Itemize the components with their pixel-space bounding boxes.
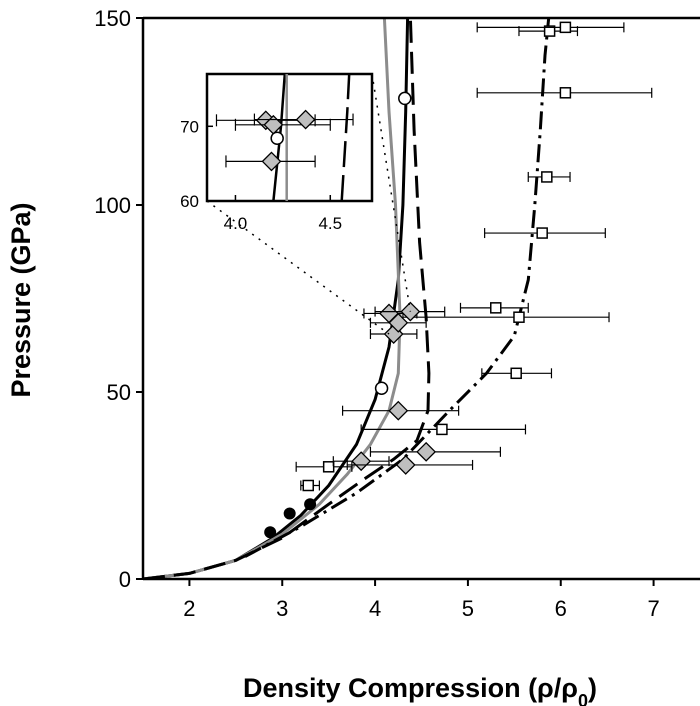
diamond-marker — [388, 400, 409, 421]
diamond-marker — [351, 451, 372, 472]
x-tick-label: 4 — [369, 596, 381, 621]
x-tick-label: 6 — [555, 596, 567, 621]
inset-x-tick-label: 4.0 — [224, 214, 248, 233]
open-circle-marker — [398, 91, 412, 106]
open-square-marker — [436, 423, 448, 436]
open-square-marker — [543, 25, 556, 37]
curve-dash-dot-black — [244, 18, 551, 558]
inset-curves — [272, 74, 351, 201]
x-tick-label: 3 — [276, 596, 288, 621]
inset-plot: 4.0 4.5 60 70 — [180, 72, 374, 233]
filled-circle-marker — [304, 498, 317, 511]
open-square-marker — [513, 311, 525, 323]
y-tick-label: 150 — [94, 6, 131, 31]
inset-y-tick-label: 60 — [180, 192, 199, 211]
diamond-marker — [261, 151, 282, 172]
x-tick-label: 7 — [647, 596, 659, 621]
inset-y-tick-label: 70 — [180, 117, 199, 136]
diamond-marker — [395, 455, 416, 475]
open-square-marker — [302, 479, 314, 492]
diamond-marker — [416, 441, 437, 462]
connector-line — [371, 73, 412, 312]
open-square-marker — [490, 302, 502, 314]
curve-long-dash-black — [143, 18, 431, 579]
y-tick-label: 0 — [119, 567, 131, 592]
connector-line — [206, 200, 390, 335]
diamond-marker — [295, 109, 316, 130]
x-axis-title-subscript: 0 — [578, 691, 588, 706]
x-axis-title: Density Compression (ρ/ρ0) — [243, 673, 597, 706]
open-square-marker — [510, 367, 522, 380]
y-tick-label: 50 — [107, 380, 131, 405]
x-axis-title-close: ) — [588, 673, 597, 703]
y-axis-title: Pressure (GPa) — [6, 202, 36, 397]
filled-circle-marker — [283, 507, 296, 520]
inset-frame — [205, 72, 374, 203]
x-tick-label: 5 — [462, 596, 474, 621]
open-square-marker — [536, 227, 548, 239]
open-square-marker — [559, 21, 572, 34]
inset-connector-lines — [206, 73, 412, 335]
open-square-marker — [322, 461, 335, 473]
data-markers — [264, 21, 653, 539]
inset-curve-solid-black — [272, 74, 287, 201]
open-square-marker — [559, 87, 572, 99]
y-tick-label: 100 — [94, 193, 131, 218]
x-tick-label: 2 — [183, 596, 195, 621]
inset-open-circle-marker — [270, 131, 284, 145]
inset-x-tick-label: 4.5 — [318, 214, 342, 233]
x-axis-title-main: Density Compression (ρ/ρ — [243, 673, 578, 703]
diamond-marker — [379, 303, 399, 324]
model-curves — [143, 18, 551, 579]
open-circle-marker — [374, 381, 389, 396]
filled-circle-marker — [264, 526, 277, 539]
open-square-marker — [541, 171, 553, 183]
inset-curve-long-dash-black — [340, 74, 351, 201]
